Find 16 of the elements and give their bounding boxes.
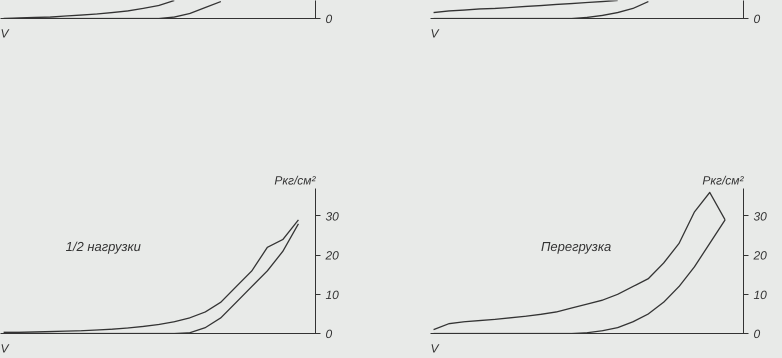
y-tick-label: 0 [326, 327, 332, 341]
x-axis-title: V [430, 26, 440, 40]
y-tick-label: 30 [754, 209, 768, 224]
y-tick-label: 10 [326, 288, 340, 302]
y-tick-label: 10 [754, 288, 768, 302]
y-axis-title: Ркг/см² [702, 174, 745, 188]
annotation: 1/2 нагрузки [66, 238, 141, 254]
y-tick-label: 20 [324, 248, 340, 263]
x-axis-title: V [430, 342, 440, 356]
y-tick-label: 20 [752, 248, 768, 263]
x-axis-title: V [0, 26, 10, 40]
y-axis-title: Ркг/см² [274, 174, 317, 188]
annotation: Перегрузка [540, 238, 612, 254]
y-tick-label: 30 [326, 209, 340, 224]
x-axis-title: V [0, 342, 10, 356]
y-tick-label: 0 [754, 327, 760, 341]
